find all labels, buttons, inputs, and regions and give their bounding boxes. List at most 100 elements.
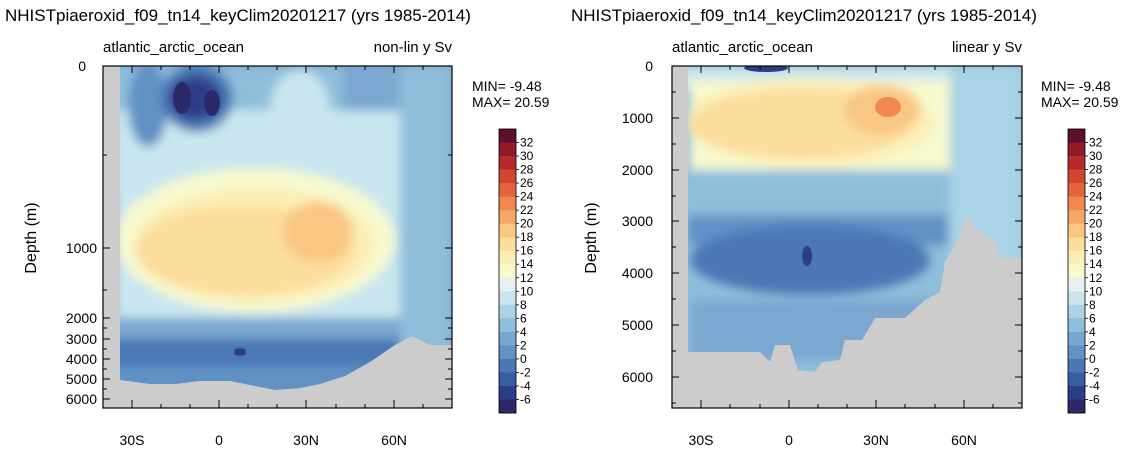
y-tick-label: 6000 bbox=[622, 369, 653, 385]
colorbar-swatch bbox=[499, 399, 516, 414]
colorbar-swatch bbox=[499, 358, 516, 373]
y-tick-label: 1000 bbox=[66, 240, 97, 256]
colorbar-label: 30 bbox=[520, 149, 534, 163]
y-tick-label: 5000 bbox=[622, 317, 653, 333]
min-label: MIN= -9.48 bbox=[1041, 78, 1111, 94]
colorbar-label: -4 bbox=[1089, 379, 1100, 393]
colorbar-label: 6 bbox=[520, 311, 527, 325]
colorbar-label: 20 bbox=[520, 217, 534, 231]
chart-panel-left: NHISTpiaeroxid_f09_tn14_keyClim20201217 … bbox=[5, 6, 550, 448]
colorbar-label: 14 bbox=[520, 257, 534, 271]
chart-title: NHISTpiaeroxid_f09_tn14_keyClim20201217 … bbox=[5, 6, 471, 25]
colorbar-swatch bbox=[1068, 345, 1085, 360]
colorbar-label: 16 bbox=[520, 244, 534, 258]
colorbar-swatch bbox=[499, 277, 516, 292]
colorbar-label: -4 bbox=[520, 379, 531, 393]
colorbar-swatch bbox=[499, 372, 516, 387]
colorbar-label: 10 bbox=[520, 284, 534, 298]
colorbar-swatch bbox=[499, 385, 516, 400]
colorbar-label: -6 bbox=[520, 392, 531, 406]
colorbar-label: 28 bbox=[520, 163, 534, 177]
colorbar-swatch bbox=[1068, 129, 1085, 143]
colorbar-swatch bbox=[1068, 331, 1085, 346]
x-tick-label: 30N bbox=[293, 432, 319, 448]
colorbar-label: 4 bbox=[520, 325, 527, 339]
colorbar-label: 6 bbox=[1089, 311, 1096, 325]
colorbar-swatch bbox=[1068, 237, 1085, 252]
colorbar-swatch bbox=[499, 183, 516, 198]
y-axis-label: Depth (m) bbox=[23, 202, 40, 273]
colorbar-label: -2 bbox=[520, 365, 531, 379]
colorbar-swatch bbox=[1068, 399, 1085, 414]
colorbar-label: 14 bbox=[1089, 257, 1103, 271]
colorbar-swatch bbox=[499, 304, 516, 319]
max-label: MAX= 20.59 bbox=[472, 94, 550, 110]
colorbar-label: 26 bbox=[1089, 176, 1103, 190]
colorbar-label: 2 bbox=[1089, 338, 1096, 352]
colorbar-swatch bbox=[1068, 183, 1085, 198]
x-tick-label: 30S bbox=[120, 432, 145, 448]
x-tick-label: 30N bbox=[863, 432, 889, 448]
y-tick-label: 4000 bbox=[66, 351, 97, 367]
colorbar-label: 28 bbox=[1089, 163, 1103, 177]
colorbar-label: 22 bbox=[1089, 203, 1103, 217]
colorbar-label: 8 bbox=[520, 298, 527, 312]
colorbar-label: 22 bbox=[520, 203, 534, 217]
colorbar-swatch bbox=[1068, 196, 1085, 211]
colorbar-label: 0 bbox=[1089, 352, 1096, 366]
region-label: atlantic_arctic_ocean bbox=[103, 39, 244, 56]
y-tick-label: 0 bbox=[645, 58, 653, 74]
colorbar-label: 10 bbox=[1089, 284, 1103, 298]
colorbar-label: 2 bbox=[520, 338, 527, 352]
colorbar-swatch bbox=[499, 250, 516, 265]
colorbar-label: 30 bbox=[1089, 149, 1103, 163]
colorbar-swatch bbox=[499, 237, 516, 252]
y-tick-label: 0 bbox=[78, 58, 86, 74]
y-tick-label: 1000 bbox=[622, 110, 653, 126]
colorbar-swatch bbox=[1068, 358, 1085, 373]
y-tick-label: 6000 bbox=[66, 391, 97, 407]
colorbar-label: 20 bbox=[1089, 217, 1103, 231]
colorbar-label: 12 bbox=[520, 271, 534, 285]
colorbar-swatch bbox=[499, 345, 516, 360]
contour-field bbox=[672, 66, 1022, 408]
colorbar-label: 24 bbox=[520, 190, 534, 204]
colorbar-swatch bbox=[1068, 250, 1085, 265]
colorbar-label: 0 bbox=[520, 352, 527, 366]
x-tick-label: 60N bbox=[381, 432, 407, 448]
colorbar-swatch bbox=[1068, 385, 1085, 400]
max-label: MAX= 20.59 bbox=[1041, 94, 1119, 110]
y-tick-label: 3000 bbox=[66, 331, 97, 347]
colorbar-swatch bbox=[1068, 169, 1085, 184]
colorbar-swatch bbox=[499, 156, 516, 170]
colorbar-swatch bbox=[1068, 277, 1085, 292]
y-axis-label: Depth (m) bbox=[583, 202, 600, 273]
colorbar-label: 24 bbox=[1089, 190, 1103, 204]
colorbar-swatch bbox=[499, 223, 516, 238]
colorbar-swatch bbox=[499, 142, 516, 157]
colorbar-swatch bbox=[499, 291, 516, 306]
x-tick-label: 30S bbox=[689, 432, 714, 448]
colorbar-label: 8 bbox=[1089, 298, 1096, 312]
colorbar-swatch bbox=[1068, 318, 1085, 333]
chart-title: NHISTpiaeroxid_f09_tn14_keyClim20201217 … bbox=[571, 6, 1037, 25]
x-tick-label: 60N bbox=[951, 432, 977, 448]
colorbar-swatch bbox=[499, 129, 516, 143]
colorbar-label: 16 bbox=[1089, 244, 1103, 258]
colorbar-swatch bbox=[499, 331, 516, 346]
scale-label: non-lin y Sv bbox=[374, 39, 453, 56]
contour-field bbox=[103, 66, 452, 408]
colorbar-label: 4 bbox=[1089, 325, 1096, 339]
colorbar-swatch bbox=[1068, 372, 1085, 387]
colorbar-label: 12 bbox=[1089, 271, 1103, 285]
region-label: atlantic_arctic_ocean bbox=[672, 39, 813, 56]
colorbar-frame bbox=[1067, 128, 1086, 414]
colorbar-swatch bbox=[499, 264, 516, 279]
y-tick-label: 2000 bbox=[66, 310, 97, 326]
min-label: MIN= -9.48 bbox=[472, 78, 542, 94]
chart-panel-right: NHISTpiaeroxid_f09_tn14_keyClim20201217 … bbox=[571, 6, 1119, 448]
x-tick-label: 0 bbox=[785, 432, 793, 448]
y-tick-label: 3000 bbox=[622, 213, 653, 229]
